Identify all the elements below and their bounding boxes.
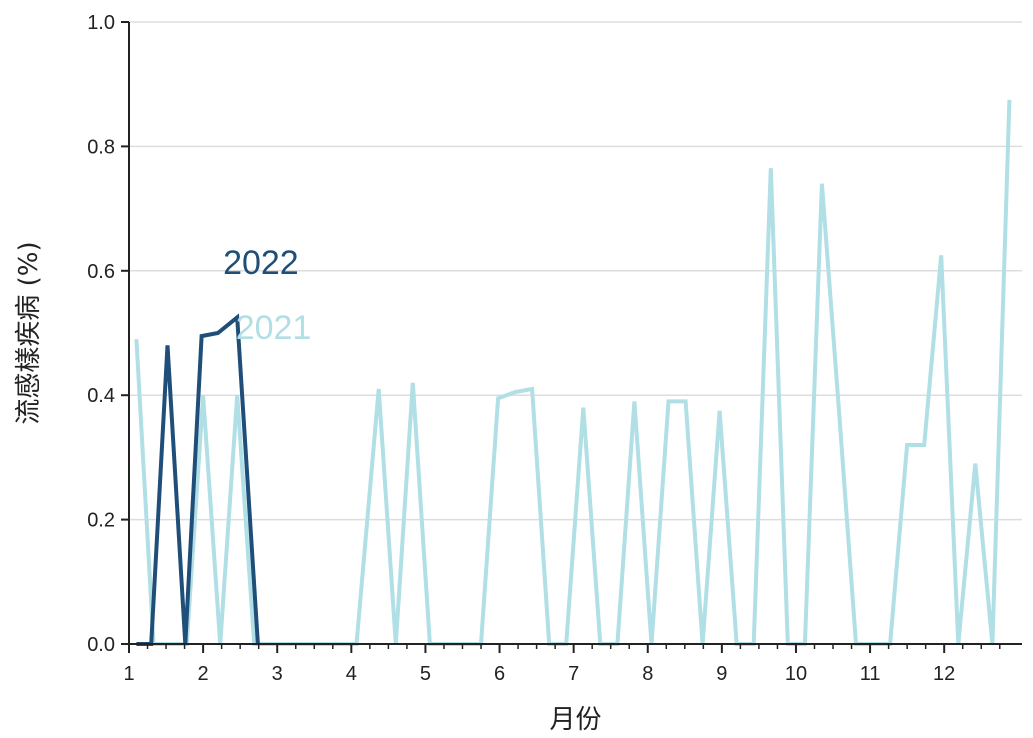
x-tick-label: 11 <box>860 663 881 685</box>
x-tick-label: 6 <box>494 663 505 685</box>
x-tick-label: 5 <box>420 663 431 685</box>
y-axis-title: 流感樣疾病 (%) <box>14 241 44 424</box>
y-tick-label: 0.8 <box>87 136 115 158</box>
ticks: 0.00.20.40.60.81.01 2 3 4 5 6 7 8 9 10 11 12 <box>87 12 1001 685</box>
x-tick-label: 2 <box>198 663 209 685</box>
y-tick-label: 0.4 <box>87 385 115 407</box>
series-labels: 2022 2021 <box>223 244 311 347</box>
series-lines <box>134 99 1012 646</box>
x-tick-label: 3 <box>272 663 283 685</box>
y-tick-label: 0.2 <box>87 510 115 532</box>
grid-lines <box>129 21 1022 521</box>
series-line-2022 <box>136 313 260 646</box>
y-tick-label: 0.6 <box>87 261 115 283</box>
x-tick-label: 4 <box>346 663 357 685</box>
series-label-2022: 2022 <box>223 244 299 282</box>
x-tick-label: 8 <box>642 663 653 685</box>
series-label-2021: 2021 <box>236 309 312 347</box>
series-line-2021 <box>134 99 1012 646</box>
x-tick-label: 9 <box>716 663 727 685</box>
x-tick-label: 1 <box>123 663 134 685</box>
y-tick-label: 1.0 <box>87 12 115 34</box>
y-tick-label: 0.0 <box>87 634 115 656</box>
x-tick-label: 7 <box>568 663 579 685</box>
x-tick-label: 10 <box>785 663 807 685</box>
x-tick-label: 12 <box>933 663 955 685</box>
x-axis-title: 月份 <box>549 705 601 735</box>
